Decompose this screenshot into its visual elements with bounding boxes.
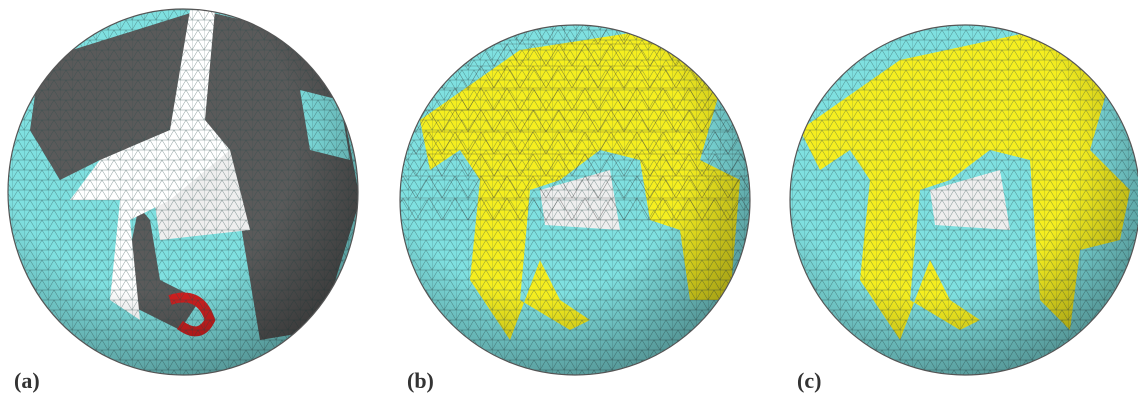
panel-label: (c): [797, 368, 821, 393]
panel-label: (b): [407, 368, 434, 393]
sphere-a: [0, 0, 370, 393]
figure: (a) (b) (c): [0, 0, 1138, 393]
sphere-b: [390, 20, 760, 380]
panel-label: (a): [14, 368, 40, 393]
sphere-c: [780, 20, 1138, 380]
